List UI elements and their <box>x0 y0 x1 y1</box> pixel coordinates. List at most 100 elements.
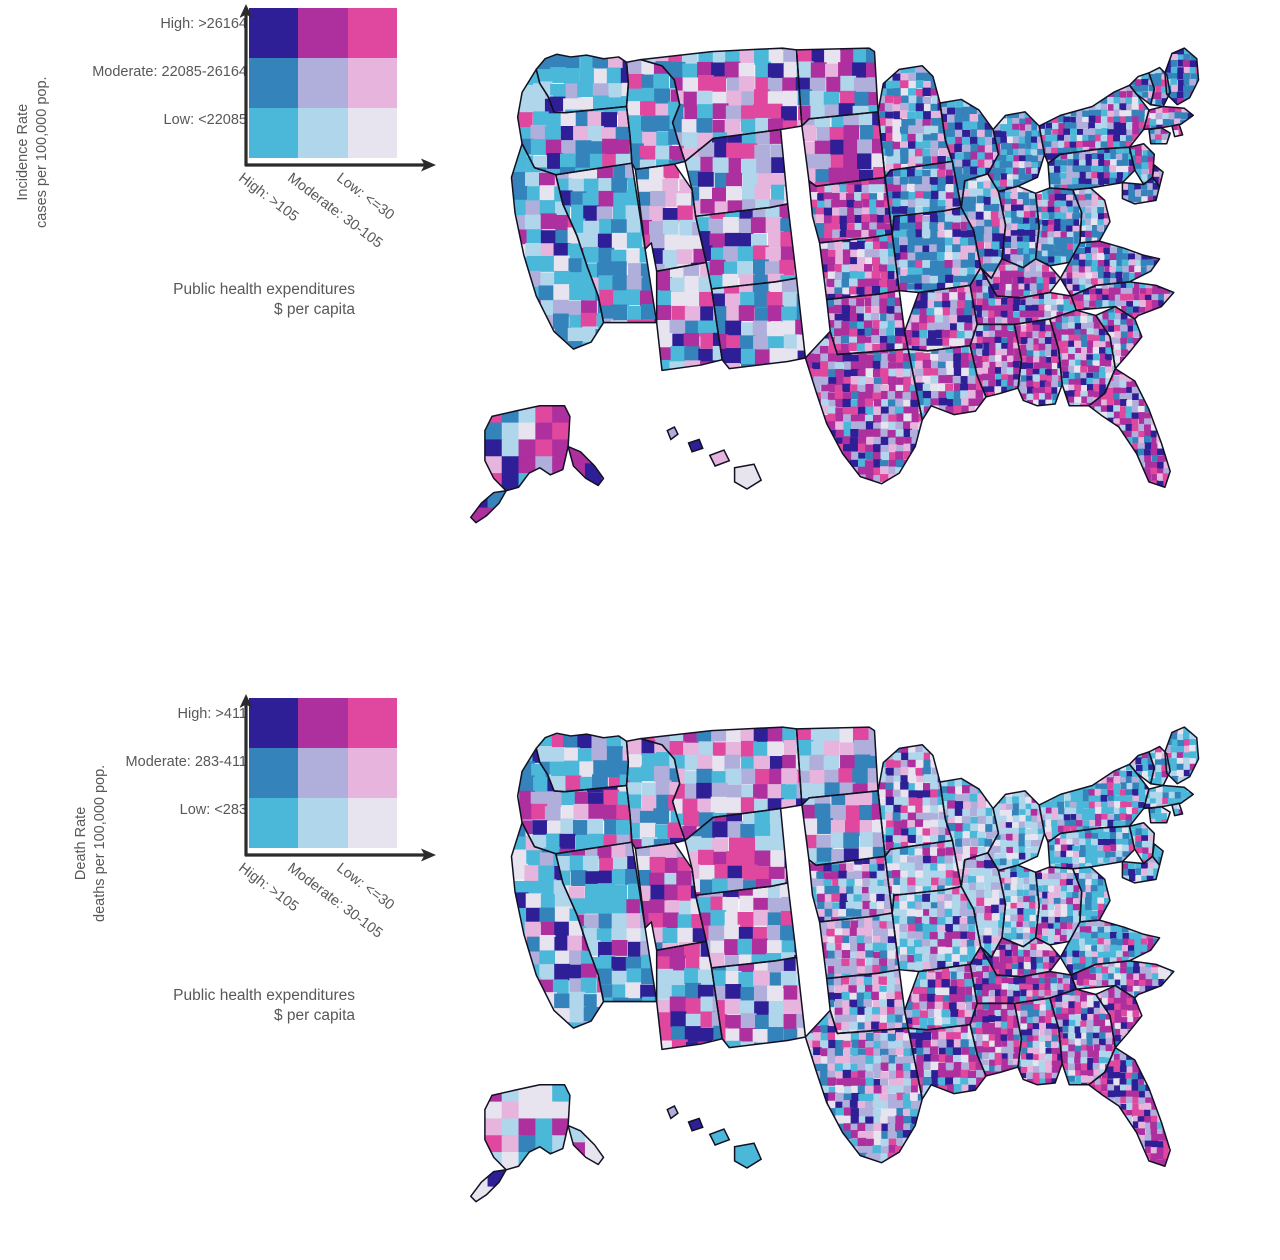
county-cell <box>869 184 877 192</box>
county-cell <box>1163 375 1170 382</box>
county-cell <box>969 188 977 196</box>
county-cell <box>919 300 927 308</box>
county-cell <box>725 62 741 78</box>
county-cell <box>1019 137 1026 144</box>
county-cell <box>945 58 953 66</box>
county-cell <box>983 188 991 196</box>
county-cell <box>859 353 867 361</box>
county-cell <box>510 271 526 287</box>
county-cell <box>1113 436 1120 443</box>
county-cell <box>831 185 839 193</box>
county-cell <box>982 310 989 317</box>
legend-incidence-y-line1: Incidence Rate <box>14 76 33 228</box>
county-cell <box>1170 461 1177 468</box>
county-cell <box>498 301 514 317</box>
county-cell <box>1095 449 1102 456</box>
county-cell <box>923 191 931 199</box>
county-cell <box>1012 130 1019 137</box>
county-cell <box>738 246 754 262</box>
county-cell <box>696 35 712 51</box>
county-cell <box>611 305 627 321</box>
county-cell <box>1094 322 1101 329</box>
county-cell <box>1013 304 1020 311</box>
county-cell <box>937 252 945 260</box>
county-cell <box>1125 424 1132 431</box>
county-cell <box>944 222 952 230</box>
county-cell <box>642 375 658 391</box>
county-cell <box>842 384 850 392</box>
county-cell <box>1087 384 1094 391</box>
county-cell <box>1113 405 1120 412</box>
county-cell <box>1082 467 1089 474</box>
county-cell <box>828 414 836 422</box>
county-cell <box>755 185 771 201</box>
county-cell <box>976 349 983 356</box>
county-cell <box>994 111 1001 118</box>
county-cell <box>1163 369 1170 376</box>
county-cell <box>969 414 977 422</box>
county-cell <box>1126 461 1133 468</box>
county-cell <box>864 313 872 321</box>
county-cell <box>1017 289 1024 296</box>
county-cell <box>540 185 556 201</box>
county-cell <box>1044 105 1051 112</box>
county-cell <box>1074 316 1081 323</box>
county-cell <box>1045 387 1052 394</box>
county-cell <box>797 460 805 468</box>
county-cell <box>871 298 879 306</box>
county-cell <box>1163 393 1170 400</box>
county-cell <box>1007 317 1014 324</box>
county-cell <box>926 308 934 316</box>
county-cell <box>1021 337 1028 344</box>
county-cell <box>1175 462 1182 469</box>
county-cell <box>1031 180 1038 187</box>
county-cell <box>785 159 801 175</box>
county-cell <box>918 474 926 482</box>
county-cell <box>1067 219 1074 226</box>
county-cell <box>1151 455 1158 462</box>
county-cell <box>1083 406 1090 413</box>
county-cell <box>711 35 727 51</box>
county-cell <box>712 377 728 393</box>
county-cell <box>858 376 866 384</box>
county-cell <box>798 414 806 422</box>
county-cell <box>655 305 671 321</box>
county-cell <box>865 399 873 407</box>
county-cell <box>1080 334 1087 341</box>
county-cell <box>881 35 897 51</box>
county-cell <box>881 452 889 460</box>
county-cell <box>903 490 911 498</box>
county-cell <box>907 275 915 283</box>
county-cell <box>1126 406 1133 413</box>
county-cell <box>820 490 828 498</box>
county-cell <box>769 365 785 381</box>
county-cell <box>1080 404 1087 411</box>
county-cell <box>587 111 603 127</box>
county-cell <box>612 233 628 249</box>
county-cell <box>1127 455 1134 462</box>
county-cell <box>596 355 612 371</box>
county-cell <box>827 451 835 459</box>
county-cell <box>541 213 557 229</box>
county-cell <box>945 230 953 238</box>
county-cell <box>1024 271 1031 278</box>
county-cell <box>795 377 811 393</box>
county-cell <box>895 475 903 483</box>
county-cell <box>930 375 938 383</box>
county-cell <box>849 242 857 250</box>
county-cell <box>1017 241 1024 248</box>
county-cell <box>989 398 996 405</box>
county-cell <box>783 377 799 393</box>
county-cell <box>1163 412 1170 419</box>
county-cell <box>579 39 595 55</box>
county-cell <box>620 41 636 57</box>
county-cell <box>1107 474 1114 481</box>
county-cell <box>981 106 988 113</box>
county-cell <box>880 241 888 249</box>
county-cell <box>1095 418 1102 425</box>
county-cell <box>805 467 813 475</box>
county-cell <box>922 140 930 148</box>
county-cell <box>885 95 893 103</box>
county-cell <box>1005 242 1012 249</box>
